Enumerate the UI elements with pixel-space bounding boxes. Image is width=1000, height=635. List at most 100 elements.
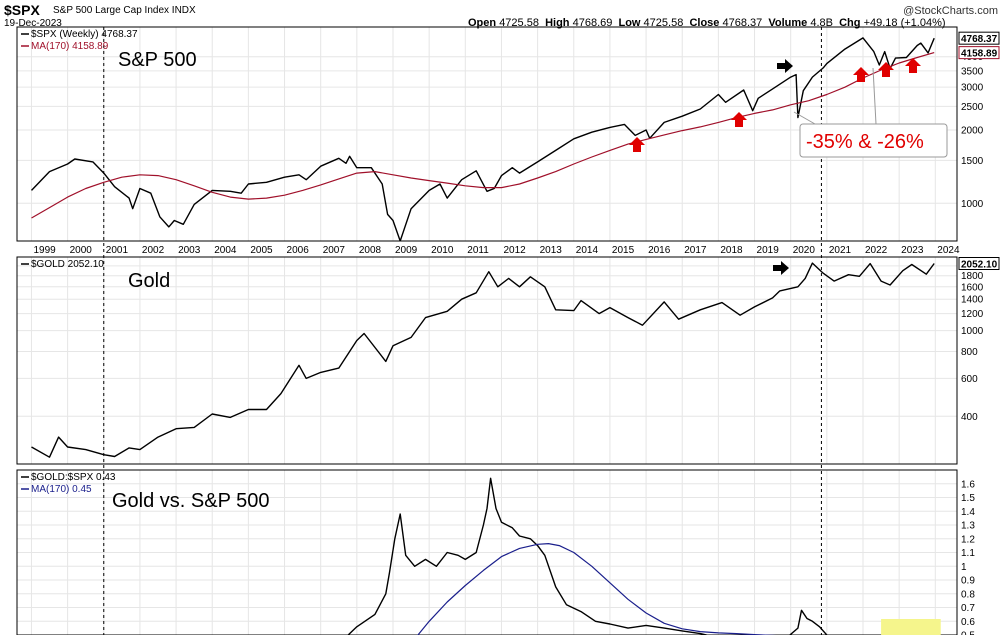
symbol: $SPX: [4, 2, 40, 18]
y-tick-label: 1000: [961, 326, 984, 337]
x-tick-label: 2002: [142, 245, 165, 256]
annotation-box: [799, 123, 948, 158]
panel-frame: [16, 256, 958, 465]
legend-entry: $GOLD 2052.10: [31, 259, 104, 270]
volume-value: 4.8B: [810, 17, 833, 29]
high-value: 4768.69: [572, 17, 613, 29]
y-tick-label: 1.5: [961, 493, 975, 504]
x-axis: 1999 2000 2001 2002 2003 2004 2005 2006 2007 2008…: [33, 245, 960, 256]
y-tick-label: 1400: [961, 295, 984, 306]
x-tick-label: 2004: [214, 245, 237, 256]
y-tick-label: 2500: [961, 102, 984, 113]
series-line-ratio-1: [417, 542, 777, 635]
x-tick-label: 2003: [178, 245, 201, 256]
open-label: Open: [468, 17, 497, 29]
close-label: Close: [689, 17, 720, 29]
chart-date: 19-Dec-2023: [4, 18, 62, 29]
x-tick-label: 2014: [576, 245, 599, 256]
low-value: 4725.58: [643, 17, 684, 29]
legend-entry: MA(170) 0.45: [31, 484, 92, 495]
up-arrow-icon: [853, 67, 869, 82]
series-line-gold-0: [31, 262, 935, 458]
x-tick-label: 2020: [793, 245, 816, 256]
x-tick-label: 2008: [359, 245, 382, 256]
last-value-label: 2052.10: [961, 260, 998, 271]
x-tick-label: 2000: [70, 245, 93, 256]
y-tick-label: 2000: [961, 126, 984, 137]
y-tick-label: 400: [961, 412, 978, 423]
x-tick-label: 2022: [865, 245, 888, 256]
series-line-spx-0: [30, 37, 935, 241]
series-line-ratio-0: [347, 477, 830, 635]
y-tick-label: 1000: [961, 199, 984, 210]
close-value: 4768.37: [722, 17, 763, 29]
up-arrow-icon: [629, 137, 645, 152]
x-tick-label: 2015: [612, 245, 635, 256]
x-tick-label: 1999: [33, 245, 56, 256]
x-tick-label: 2016: [648, 245, 671, 256]
y-tick-label: 600: [961, 374, 978, 385]
last-value-tag: [958, 46, 1000, 60]
x-tick-label: 2005: [250, 245, 273, 256]
last-value-label: 4768.37: [961, 34, 998, 45]
x-tick-label: 2021: [829, 245, 852, 256]
y-tick-label: 1200: [961, 309, 984, 320]
series-line-spx-1: [31, 52, 935, 219]
legend-gold: $GOLD 2052.10: [21, 259, 104, 270]
x-tick-label: 2010: [431, 245, 454, 256]
y-tick-label: 1600: [961, 282, 984, 293]
callout-line: [872, 67, 877, 125]
low-label: Low: [618, 17, 641, 29]
last-value-tag: [958, 257, 1000, 271]
x-tick-label: 2019: [757, 245, 780, 256]
x-tick-label: 2013: [540, 245, 563, 256]
highlight-box: [881, 619, 941, 635]
legend-entry: $SPX (Weekly) 4768.37: [31, 29, 138, 40]
right-arrow-icon: [777, 59, 793, 73]
last-value-label: 4158.89: [961, 49, 998, 60]
up-arrow-icon: [878, 62, 894, 77]
y-tick-label: 0.6: [961, 617, 975, 628]
exchange: INDX: [171, 5, 196, 16]
x-tick-label: 2006: [287, 245, 310, 256]
y-tick-label: 1.1: [961, 548, 975, 559]
security-name: S&P 500 Large Cap Index INDX: [53, 5, 196, 16]
legend-entry: $GOLD:$SPX 0.43: [31, 472, 116, 483]
legend-entry: MA(170) 4158.89: [31, 41, 109, 52]
chg-label: Chg: [839, 17, 861, 29]
x-tick-label: 2023: [901, 245, 924, 256]
x-tick-label: 2009: [395, 245, 418, 256]
y-tick-label: 3000: [961, 83, 984, 94]
panel-title: S&P 500: [118, 49, 197, 71]
y-tick-label: 1.4: [961, 507, 975, 518]
volume-label: Volume: [768, 17, 808, 29]
x-tick-label: 2007: [323, 245, 346, 256]
y-tick-label: 1.6: [961, 479, 975, 490]
up-arrow-icon: [905, 58, 921, 73]
panel-frame: [16, 469, 958, 635]
y-tick-label: 0.8: [961, 589, 975, 600]
callout-line: [793, 111, 816, 125]
x-tick-label: 2024: [937, 245, 960, 256]
y-tick-label: 1.2: [961, 534, 975, 545]
panel-title: Gold: [128, 270, 170, 292]
panel-title: Gold vs. S&P 500: [112, 490, 270, 512]
high-label: High: [545, 17, 570, 29]
y-tick-label: 1800: [961, 271, 984, 282]
y-tick-label: 1: [961, 562, 967, 573]
right-arrow-icon: [773, 261, 789, 275]
y-tick-label: 0.9: [961, 576, 975, 587]
y-tick-label: 3500: [961, 66, 984, 77]
x-tick-label: 2012: [503, 245, 526, 256]
last-value-tag: [958, 31, 1000, 45]
y-tick-label: 1500: [961, 156, 984, 167]
y-tick-label: 1.3: [961, 521, 975, 532]
y-tick-label: 800: [961, 347, 978, 358]
x-tick-label: 2011: [467, 245, 489, 256]
chg-value: +49.18 (+1.04%): [863, 17, 946, 29]
open-value: 4725.58: [499, 17, 539, 29]
ohlc-bar: Open 4725.58 High 4768.69 Low 4725.58 Cl…: [468, 17, 946, 29]
